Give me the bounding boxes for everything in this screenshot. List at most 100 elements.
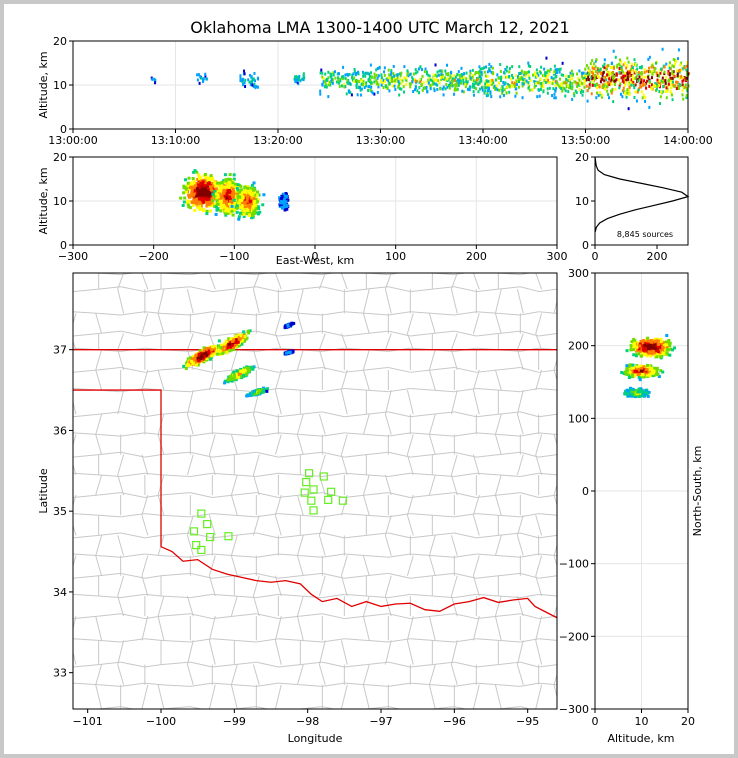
time-altitude-source: [522, 82, 525, 86]
time-altitude-source: [444, 87, 447, 91]
time-altitude-source: [506, 85, 509, 89]
time-altitude-source: [653, 84, 656, 88]
time-altitude-source: [348, 72, 351, 76]
time-altitude-ylabel: Altitude, km: [37, 51, 50, 118]
time-altitude-source: [527, 70, 530, 74]
plan-view-source: [209, 357, 213, 361]
east-west-source: [214, 187, 218, 191]
time-altitude-source: [613, 75, 616, 79]
time-altitude-source: [328, 80, 331, 84]
time-altitude-source: [469, 76, 472, 80]
time-altitude-source: [367, 88, 370, 92]
time-altitude-source: [621, 79, 624, 83]
time-altitude-source: [525, 72, 528, 76]
time-altitude-source: [534, 84, 537, 88]
east-west-tick-label: 200: [466, 250, 487, 263]
time-altitude-source: [585, 74, 588, 78]
time-altitude-source: [486, 74, 489, 78]
time-altitude-source: [406, 70, 409, 74]
time-altitude-source: [594, 59, 597, 63]
east-west-source: [235, 190, 239, 194]
time-altitude-source: [583, 85, 586, 89]
time-altitude-source: [586, 88, 589, 92]
time-altitude-source: [466, 87, 469, 91]
time-altitude-source: [567, 83, 570, 87]
time-altitude-source: [549, 67, 552, 71]
time-altitude-source: [606, 73, 609, 77]
time-altitude-source: [424, 67, 427, 71]
time-altitude-source: [506, 75, 509, 79]
lma-station-marker: [203, 520, 212, 529]
time-altitude-source: [554, 84, 557, 88]
time-altitude-source: [418, 80, 421, 84]
time-altitude-source: [608, 83, 611, 87]
time-altitude-source: [681, 83, 684, 87]
east-west-source: [188, 206, 192, 210]
east-west-source: [248, 205, 252, 209]
time-altitude-source: [324, 82, 327, 86]
time-altitude-source: [332, 71, 335, 75]
time-altitude-source: [439, 87, 442, 91]
east-west-source: [186, 203, 190, 207]
east-west-source: [222, 203, 226, 207]
time-altitude-source: [323, 85, 326, 89]
time-altitude-source: [665, 96, 668, 100]
time-altitude-source: [672, 65, 675, 69]
time-altitude-source: [595, 58, 598, 62]
east-west-source: [223, 173, 227, 177]
time-altitude-source: [677, 69, 680, 73]
time-altitude-source: [625, 66, 628, 70]
east-west-source: [251, 187, 255, 191]
time-altitude-source: [614, 80, 617, 84]
plan-view-source: [196, 363, 200, 367]
time-altitude-source: [533, 79, 536, 83]
time-altitude-source: [574, 80, 577, 84]
time-altitude-source: [520, 69, 523, 73]
plan-view-source: [237, 333, 241, 337]
time-altitude-source: [408, 82, 411, 86]
plan-view-source: [199, 359, 203, 363]
east-west-source: [254, 198, 258, 202]
north-south-source: [630, 340, 634, 344]
time-altitude-source: [456, 73, 459, 77]
time-altitude-source: [627, 72, 630, 76]
time-altitude-source: [541, 74, 544, 78]
east-west-source: [211, 192, 215, 196]
east-west-source: [225, 207, 229, 211]
east-west-source: [197, 199, 201, 203]
time-altitude-source: [302, 73, 305, 77]
time-altitude-source: [568, 86, 571, 90]
time-altitude-source: [562, 73, 565, 77]
plan-view-source: [244, 337, 248, 341]
red-river-border: [160, 546, 557, 619]
east-west-source: [228, 182, 232, 186]
time-altitude-source: [612, 66, 615, 70]
north-south-source: [638, 378, 642, 382]
east-west-source: [199, 181, 203, 185]
east-west-tick-label: 0: [312, 250, 319, 263]
time-altitude-source: [561, 61, 564, 65]
time-tick-label: 13:20:00: [253, 134, 302, 147]
time-altitude-source: [634, 83, 637, 87]
time-altitude-source: [384, 84, 387, 88]
time-altitude-source: [602, 85, 605, 89]
north-south-source: [661, 345, 665, 349]
plan-view-source: [236, 340, 240, 344]
time-altitude-source: [535, 68, 538, 72]
east-west-source: [228, 192, 232, 196]
time-altitude-source: [502, 93, 505, 97]
time-altitude-source: [495, 84, 498, 88]
time-altitude-source: [465, 81, 468, 85]
time-altitude-source: [456, 78, 459, 82]
time-altitude-source: [252, 84, 255, 88]
time-altitude-source: [375, 68, 378, 72]
time-altitude-source: [486, 70, 489, 74]
time-altitude-source: [416, 89, 419, 93]
time-altitude-source: [571, 97, 574, 101]
time-altitude-source: [570, 69, 573, 73]
east-west-source: [232, 173, 236, 177]
time-altitude-source: [527, 74, 530, 78]
time-altitude-source: [254, 86, 257, 90]
north-south-source: [653, 353, 657, 357]
time-altitude-source: [621, 95, 624, 99]
